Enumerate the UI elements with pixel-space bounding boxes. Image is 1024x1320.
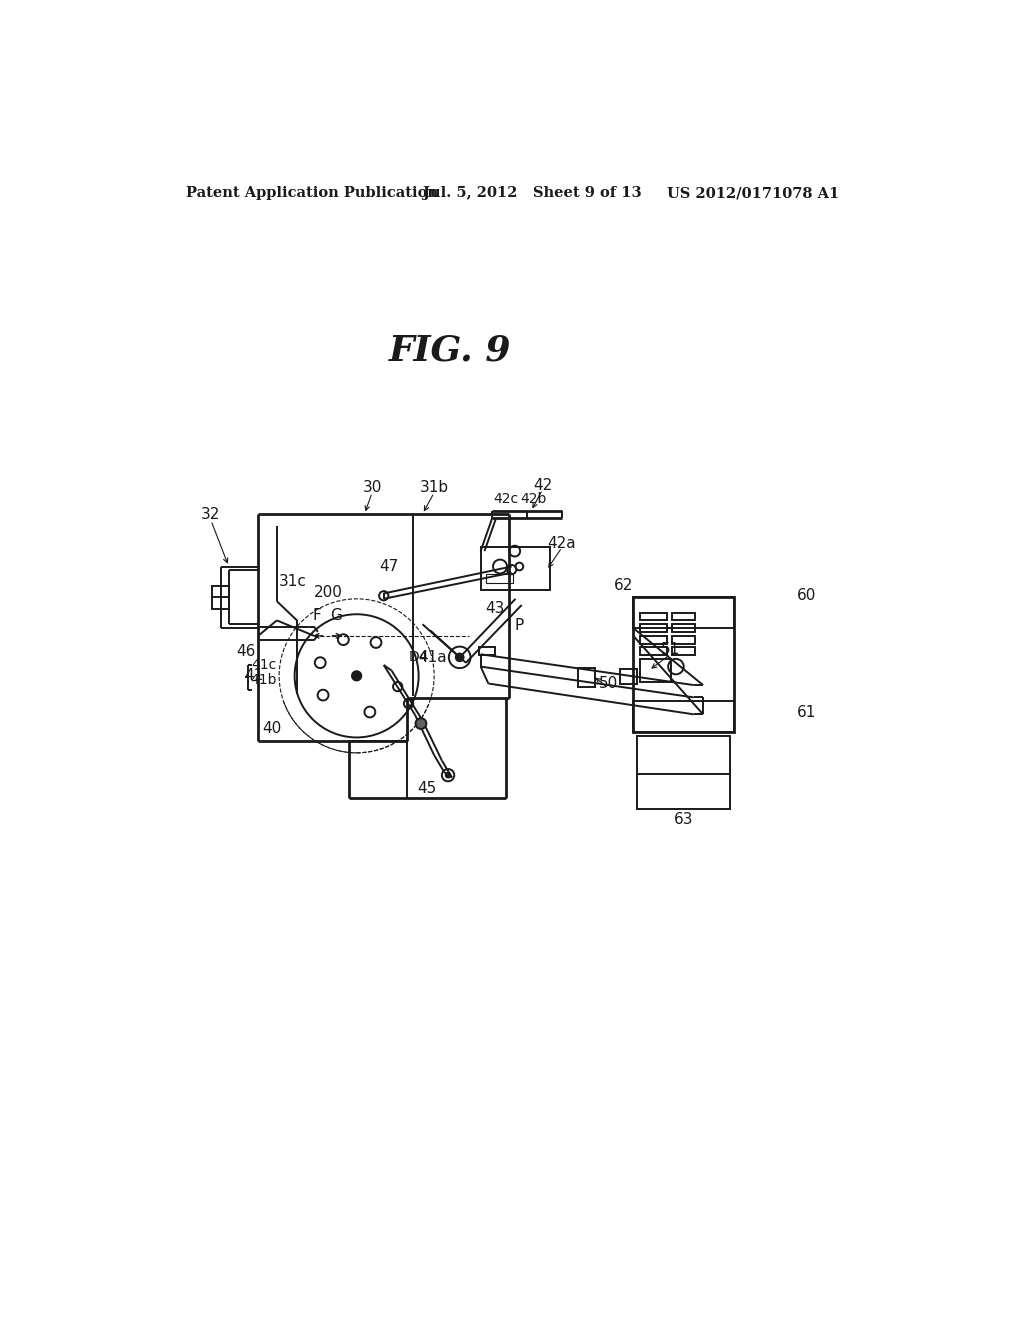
Bar <box>640 624 667 632</box>
Text: 50: 50 <box>599 676 618 692</box>
Bar <box>621 669 637 684</box>
Bar <box>480 548 550 590</box>
Bar <box>672 647 695 655</box>
Circle shape <box>416 718 426 729</box>
Text: 30: 30 <box>362 480 382 495</box>
Text: 45: 45 <box>417 780 436 796</box>
Text: P: P <box>515 618 524 632</box>
Text: 40: 40 <box>262 721 282 735</box>
Text: 60: 60 <box>797 589 816 603</box>
Bar <box>640 647 667 655</box>
Bar <box>640 612 667 620</box>
Bar <box>640 636 667 644</box>
Bar <box>633 701 734 733</box>
Bar <box>672 612 695 620</box>
Text: Patent Application Publication: Patent Application Publication <box>186 186 438 201</box>
Bar <box>640 659 671 682</box>
Text: 63: 63 <box>674 812 693 826</box>
Text: F: F <box>312 609 322 623</box>
Text: 42: 42 <box>534 478 552 494</box>
Circle shape <box>456 653 464 661</box>
Text: D4: D4 <box>409 651 428 664</box>
Bar <box>637 737 730 809</box>
Text: FIG. 9: FIG. 9 <box>388 334 511 368</box>
Text: 47: 47 <box>380 558 398 574</box>
Text: 31c: 31c <box>280 574 307 590</box>
Text: 41c: 41c <box>251 659 276 672</box>
Text: 41b: 41b <box>251 673 276 688</box>
Bar <box>479 647 495 655</box>
Text: 46: 46 <box>237 644 255 659</box>
Text: 41: 41 <box>245 668 264 684</box>
Text: 42c: 42c <box>493 492 518 506</box>
Bar <box>633 597 734 733</box>
Bar <box>578 668 595 686</box>
Text: 42a: 42a <box>548 536 577 550</box>
Circle shape <box>445 774 451 777</box>
Bar <box>672 636 695 644</box>
Text: 43: 43 <box>485 602 504 616</box>
Bar <box>672 624 695 632</box>
Bar <box>212 586 228 609</box>
Text: 41a: 41a <box>418 649 446 665</box>
Text: 42b: 42b <box>520 492 547 506</box>
Text: 200: 200 <box>313 585 342 601</box>
Bar <box>486 574 513 583</box>
Text: Jul. 5, 2012   Sheet 9 of 13: Jul. 5, 2012 Sheet 9 of 13 <box>423 186 641 201</box>
Text: 32: 32 <box>202 507 220 521</box>
Text: US 2012/0171078 A1: US 2012/0171078 A1 <box>667 186 839 201</box>
Text: 62: 62 <box>614 578 634 593</box>
Circle shape <box>352 672 361 681</box>
Text: 51: 51 <box>660 642 680 657</box>
Text: 31b: 31b <box>420 480 449 495</box>
Text: G: G <box>330 609 342 623</box>
Bar <box>633 598 734 628</box>
Text: 61: 61 <box>797 705 816 721</box>
